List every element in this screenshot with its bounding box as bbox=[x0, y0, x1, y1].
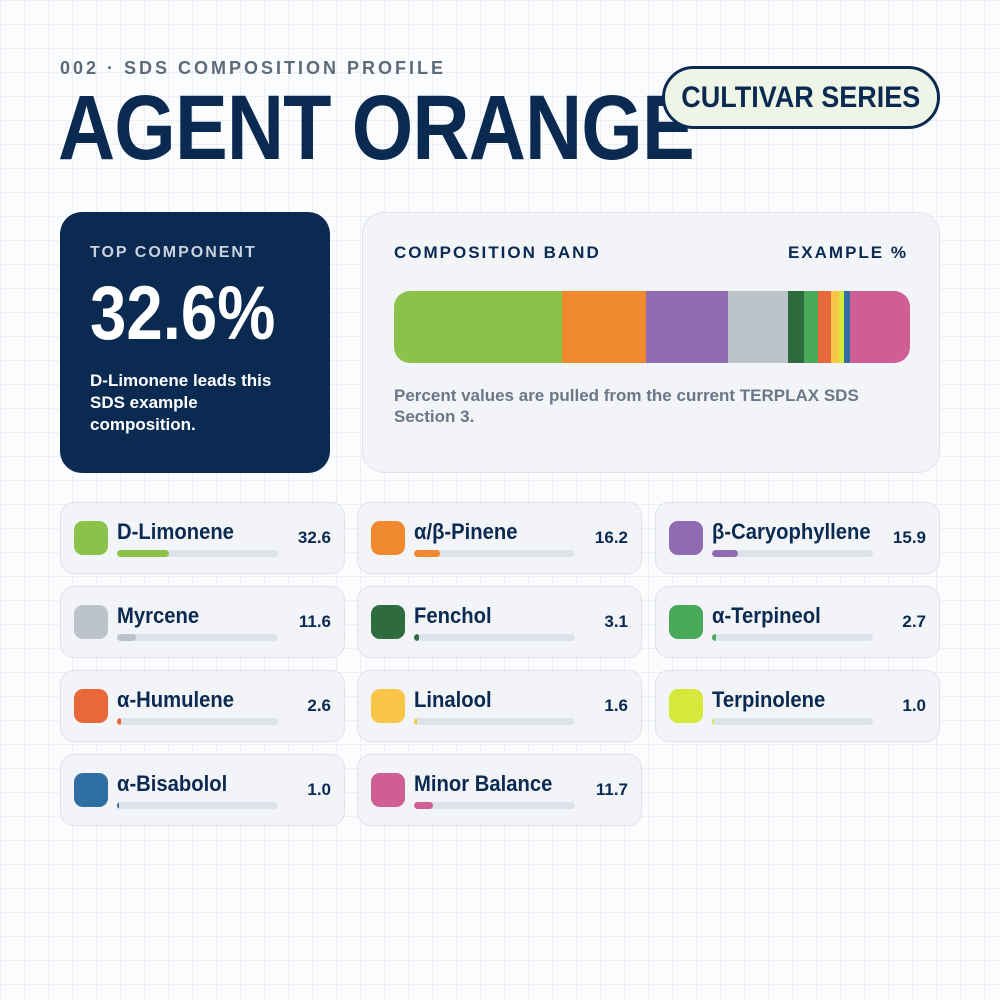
band-heading: COMPOSITION BAND bbox=[394, 243, 601, 262]
page-title: AGENT ORANGE bbox=[58, 77, 695, 179]
component-swatch bbox=[669, 689, 703, 723]
band-segment bbox=[844, 291, 850, 363]
component-swatch bbox=[669, 521, 703, 555]
component-tile: Minor Balance 11.7 bbox=[357, 754, 642, 826]
top-component-card: TOP COMPONENT 32.6% D-Limonene leads thi… bbox=[60, 212, 330, 473]
component-bar bbox=[117, 550, 170, 557]
component-value: 1.6 bbox=[604, 696, 628, 715]
component-bar bbox=[117, 634, 136, 641]
component-bar-track bbox=[117, 634, 278, 641]
component-value: 16.2 bbox=[594, 528, 628, 547]
component-swatch bbox=[74, 773, 108, 807]
component-bar-track bbox=[712, 550, 873, 557]
component-tile: D-Limonene 32.6 bbox=[60, 502, 345, 574]
band-segment bbox=[803, 291, 818, 363]
component-swatch bbox=[74, 521, 108, 555]
component-tile: α/β-Pinene 16.2 bbox=[357, 502, 642, 574]
component-bar bbox=[414, 634, 419, 641]
component-bar bbox=[414, 802, 433, 809]
component-bar bbox=[712, 634, 717, 641]
component-bar-track bbox=[414, 550, 575, 557]
component-name: β-Caryophyllene bbox=[712, 519, 871, 544]
component-swatch bbox=[371, 521, 405, 555]
band-segment bbox=[849, 291, 910, 363]
band-segment bbox=[830, 291, 840, 363]
component-swatch bbox=[74, 605, 108, 639]
component-value: 2.6 bbox=[307, 696, 331, 715]
band-segment bbox=[787, 291, 804, 363]
component-swatch bbox=[74, 689, 108, 723]
component-swatch bbox=[669, 605, 703, 639]
component-value: 11.7 bbox=[595, 780, 628, 799]
band-segment bbox=[817, 291, 831, 363]
component-bar-track bbox=[117, 802, 278, 809]
component-name: α-Terpineol bbox=[712, 603, 821, 628]
component-swatch bbox=[371, 605, 405, 639]
component-bar bbox=[414, 550, 441, 557]
component-swatch bbox=[371, 689, 405, 723]
top-component-label: TOP COMPONENT bbox=[90, 244, 257, 261]
component-tile: α-Bisabolol 1.0 bbox=[60, 754, 345, 826]
component-bar bbox=[117, 718, 122, 725]
component-value: 15.9 bbox=[892, 528, 926, 547]
component-tile: β-Caryophyllene 15.9 bbox=[655, 502, 940, 574]
component-name: Minor Balance bbox=[414, 771, 553, 796]
component-bar bbox=[712, 550, 738, 557]
component-bar-track bbox=[117, 550, 278, 557]
page-kicker: 002 · SDS COMPOSITION PROFILE bbox=[60, 58, 447, 78]
component-value: 1.0 bbox=[902, 696, 926, 715]
band-segment bbox=[562, 291, 646, 363]
cultivar-series-badge: CULTIVAR SERIES bbox=[662, 66, 940, 129]
component-name: α-Humulene bbox=[117, 687, 235, 712]
top-component-description: D-Limonene leads this SDS example compos… bbox=[90, 371, 272, 434]
component-value: 11.6 bbox=[298, 612, 331, 631]
band-header: COMPOSITION BAND EXAMPLE % bbox=[394, 243, 908, 263]
component-tile: α-Humulene 2.6 bbox=[60, 670, 345, 742]
component-name: Linalool bbox=[414, 687, 492, 712]
component-value: 32.6 bbox=[297, 528, 331, 547]
component-tile: Myrcene 11.6 bbox=[60, 586, 345, 658]
component-bar-track bbox=[414, 802, 575, 809]
band-note: Percent values are pulled from the curre… bbox=[394, 386, 859, 426]
band-segment bbox=[839, 291, 845, 363]
component-bar bbox=[117, 802, 119, 809]
component-name: Terpinolene bbox=[712, 687, 826, 712]
component-tile: Linalool 1.6 bbox=[357, 670, 642, 742]
component-bar bbox=[712, 718, 714, 725]
component-bar bbox=[414, 718, 417, 725]
composition-band-card: COMPOSITION BAND EXAMPLE % Percent value… bbox=[362, 212, 940, 473]
component-bar-track bbox=[117, 718, 278, 725]
component-tile: Terpinolene 1.0 bbox=[655, 670, 940, 742]
top-component-value: 32.6% bbox=[90, 271, 276, 356]
component-tile: α-Terpineol 2.7 bbox=[655, 586, 940, 658]
component-name: D-Limonene bbox=[117, 519, 234, 544]
component-value: 1.0 bbox=[307, 780, 331, 799]
component-swatch bbox=[371, 773, 405, 807]
component-name: α/β-Pinene bbox=[414, 519, 518, 544]
component-bar-track bbox=[414, 718, 575, 725]
band-segment bbox=[394, 291, 563, 363]
band-heading-right: EXAMPLE % bbox=[787, 243, 908, 262]
component-name: Fenchol bbox=[414, 603, 492, 628]
cultivar-series-label: CULTIVAR SERIES bbox=[681, 80, 921, 114]
composition-band-bar bbox=[394, 291, 910, 363]
component-name: Myrcene bbox=[117, 603, 200, 628]
component-bar-track bbox=[712, 718, 873, 725]
component-value: 2.7 bbox=[902, 612, 926, 631]
component-bar-track bbox=[414, 634, 575, 641]
band-segment bbox=[727, 291, 788, 363]
band-segment bbox=[645, 291, 728, 363]
component-name: α-Bisabolol bbox=[117, 771, 228, 796]
component-bar-track bbox=[712, 634, 873, 641]
component-value: 3.1 bbox=[604, 612, 628, 631]
component-tile: Fenchol 3.1 bbox=[357, 586, 642, 658]
